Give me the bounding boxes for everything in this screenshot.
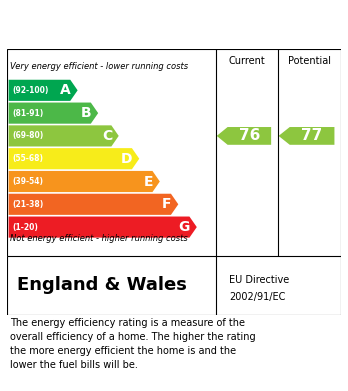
Polygon shape (9, 217, 197, 238)
Text: (21-38): (21-38) (13, 200, 44, 209)
Text: B: B (81, 106, 92, 120)
Polygon shape (9, 102, 98, 124)
Polygon shape (217, 127, 271, 145)
Polygon shape (9, 194, 178, 215)
FancyBboxPatch shape (343, 263, 348, 308)
Text: England & Wales: England & Wales (17, 276, 187, 294)
Polygon shape (9, 171, 160, 192)
Text: D: D (121, 152, 133, 166)
Text: G: G (179, 220, 190, 234)
Text: Current: Current (228, 56, 265, 66)
Text: (92-100): (92-100) (13, 86, 49, 95)
Text: A: A (60, 83, 71, 97)
Text: Potential: Potential (288, 56, 331, 66)
Text: (69-80): (69-80) (13, 131, 44, 140)
Text: EU Directive: EU Directive (229, 274, 290, 285)
Text: F: F (162, 197, 172, 211)
Text: 76: 76 (239, 128, 260, 143)
Text: (39-54): (39-54) (13, 177, 44, 186)
Polygon shape (9, 80, 78, 101)
Polygon shape (9, 126, 119, 147)
Polygon shape (9, 148, 139, 169)
Text: 77: 77 (301, 128, 323, 143)
Text: Very energy efficient - lower running costs: Very energy efficient - lower running co… (10, 62, 188, 71)
Text: (81-91): (81-91) (13, 109, 44, 118)
Text: The energy efficiency rating is a measure of the
overall efficiency of a home. T: The energy efficiency rating is a measur… (10, 317, 256, 369)
Text: 2002/91/EC: 2002/91/EC (229, 292, 285, 302)
Text: Not energy efficient - higher running costs: Not energy efficient - higher running co… (10, 234, 188, 243)
Text: (1-20): (1-20) (13, 222, 39, 231)
Text: E: E (144, 174, 153, 188)
Text: C: C (102, 129, 112, 143)
Text: Energy Efficiency Rating: Energy Efficiency Rating (14, 18, 235, 33)
Text: (55-68): (55-68) (13, 154, 44, 163)
Polygon shape (279, 127, 334, 145)
